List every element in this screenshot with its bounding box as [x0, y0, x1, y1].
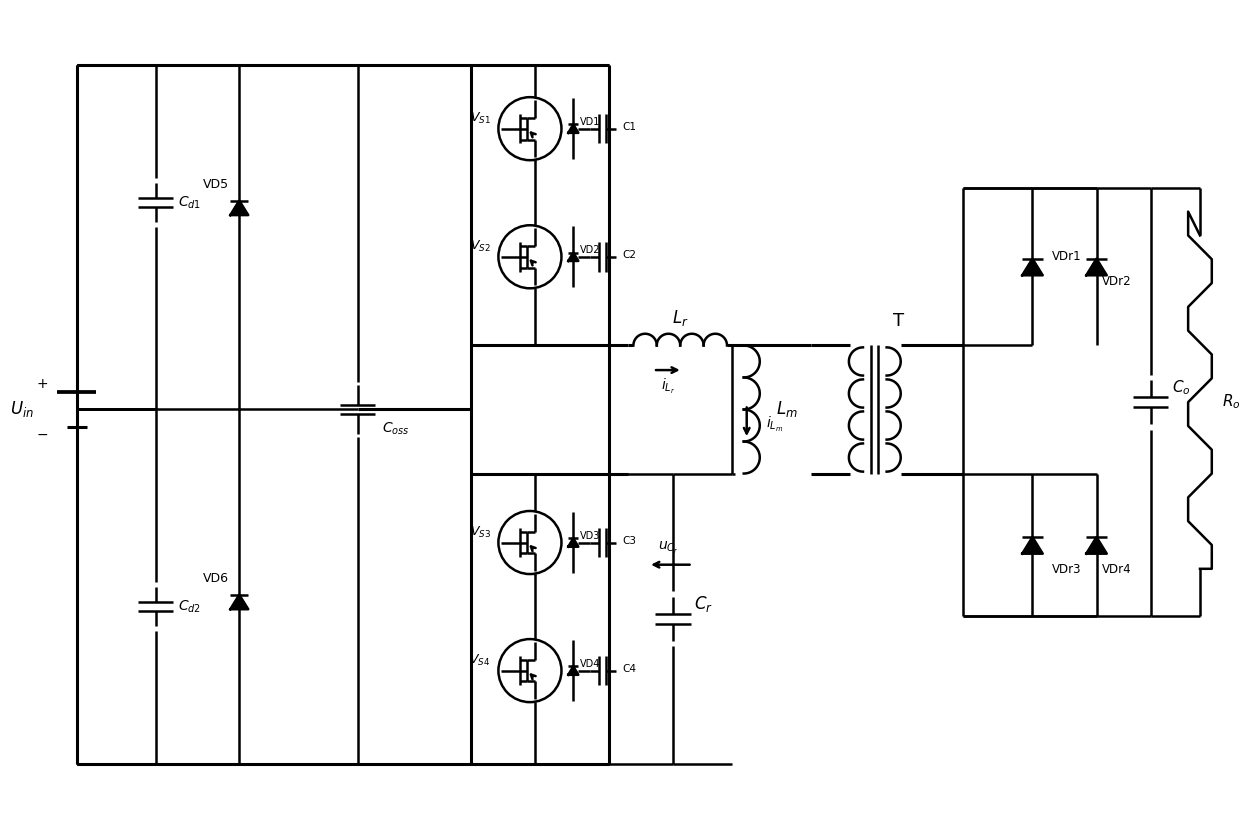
Text: VD2: VD2	[580, 245, 600, 255]
Text: $C_r$: $C_r$	[694, 594, 713, 614]
Text: VDr3: VDr3	[1053, 563, 1081, 576]
Polygon shape	[568, 124, 578, 133]
Text: $L_r$: $L_r$	[672, 308, 688, 328]
Polygon shape	[231, 201, 248, 215]
Text: VD4: VD4	[580, 658, 600, 669]
Text: −: −	[36, 428, 48, 442]
Text: $i_{L_r}$: $i_{L_r}$	[661, 378, 675, 396]
Polygon shape	[1022, 259, 1043, 275]
Polygon shape	[1022, 537, 1043, 554]
Text: $V_{S3}$: $V_{S3}$	[470, 525, 491, 541]
Text: VD1: VD1	[580, 117, 600, 127]
Text: $C_o$: $C_o$	[1172, 378, 1192, 396]
Text: C2: C2	[622, 250, 636, 260]
Text: $u_{C_r}$: $u_{C_r}$	[657, 540, 678, 556]
Text: C4: C4	[622, 663, 636, 674]
Polygon shape	[231, 595, 248, 609]
Text: VDr4: VDr4	[1101, 563, 1131, 576]
Polygon shape	[568, 667, 578, 675]
Text: $i_{L_m}$: $i_{L_m}$	[766, 414, 784, 434]
Polygon shape	[1086, 537, 1107, 554]
Text: VDr2: VDr2	[1101, 275, 1131, 288]
Text: $V_{S1}$: $V_{S1}$	[470, 111, 491, 126]
Text: VD6: VD6	[203, 572, 229, 585]
Text: $V_{S4}$: $V_{S4}$	[470, 654, 491, 668]
Text: C3: C3	[622, 536, 636, 545]
Text: $R_o$: $R_o$	[1221, 393, 1240, 411]
Text: $U_{in}$: $U_{in}$	[10, 400, 35, 419]
Text: $C_{d2}$: $C_{d2}$	[179, 599, 201, 615]
Text: $C_{oss}$: $C_{oss}$	[382, 421, 409, 437]
Text: $L_m$: $L_m$	[776, 400, 799, 419]
Text: VDr1: VDr1	[1053, 251, 1081, 263]
Polygon shape	[1086, 259, 1107, 275]
Text: VD3: VD3	[580, 531, 600, 541]
Text: $V_{S2}$: $V_{S2}$	[470, 239, 491, 255]
Text: $C_{d1}$: $C_{d1}$	[179, 194, 201, 210]
Text: T: T	[893, 312, 904, 330]
Text: VD5: VD5	[203, 178, 229, 191]
Text: C1: C1	[622, 122, 636, 132]
Text: +: +	[36, 377, 48, 391]
Polygon shape	[568, 252, 578, 261]
Polygon shape	[568, 538, 578, 547]
